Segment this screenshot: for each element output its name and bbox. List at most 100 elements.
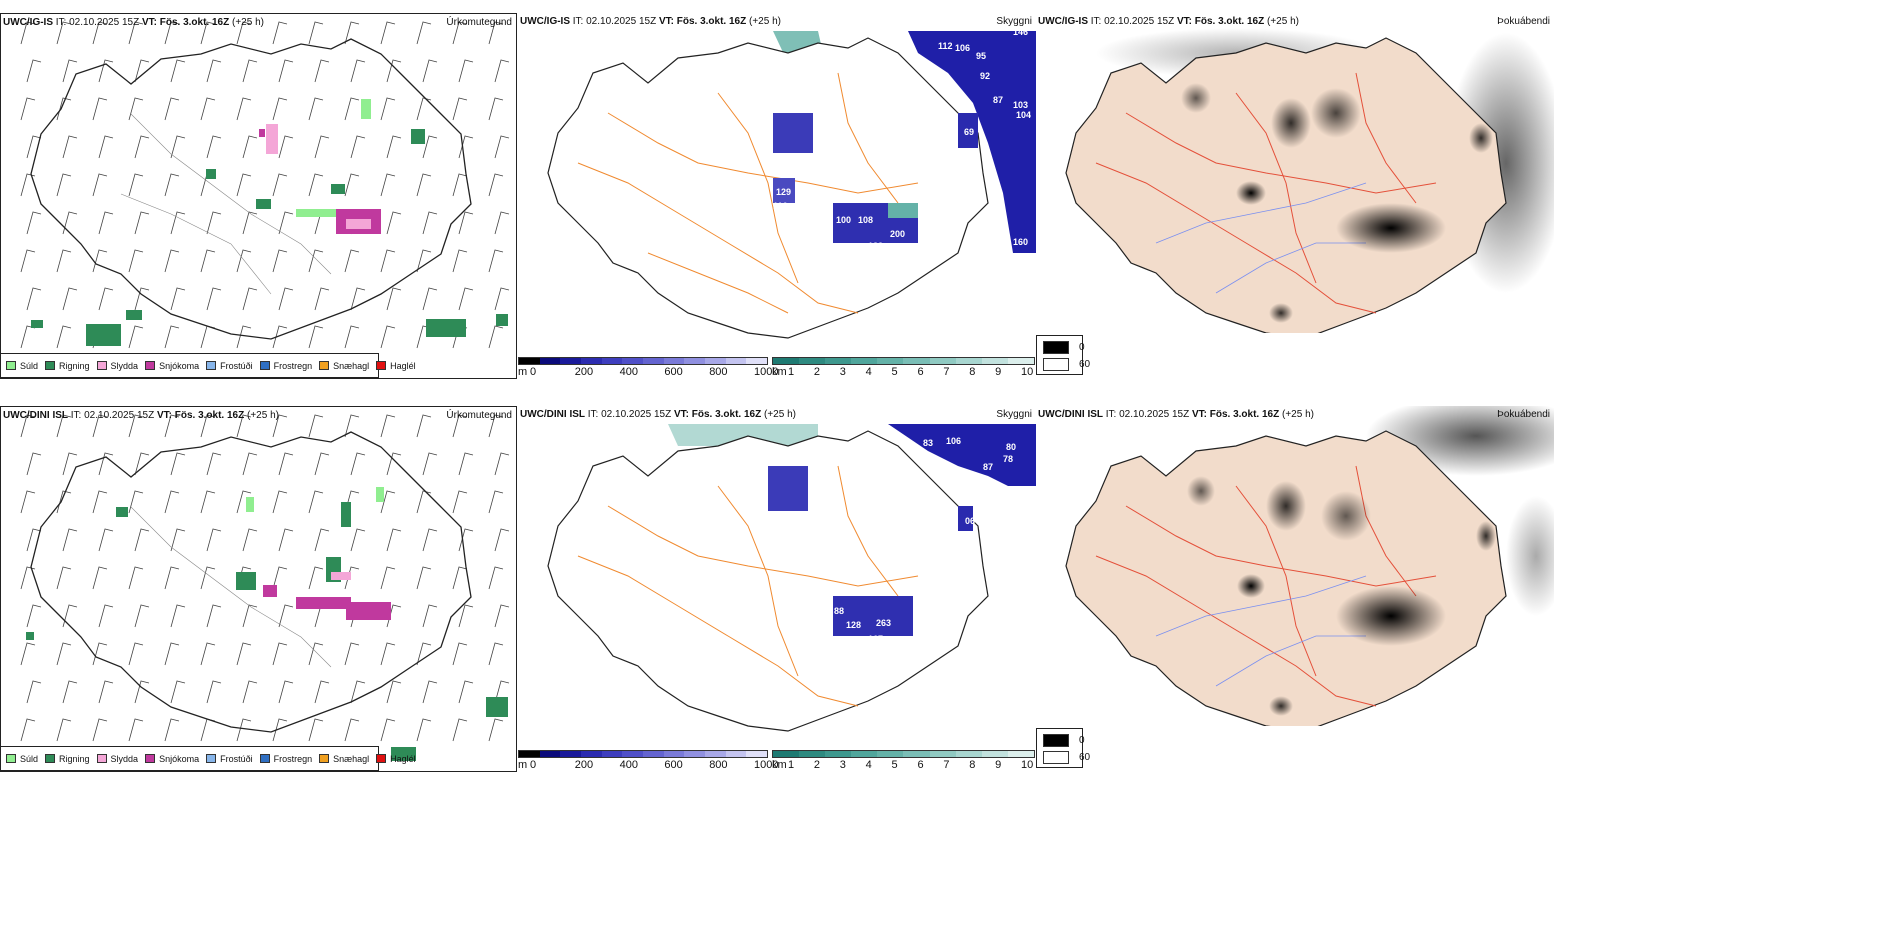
svg-text:160: 160 bbox=[1013, 237, 1028, 247]
colorbar-tick-label: 800 bbox=[709, 759, 728, 771]
legend-label: Frostúði bbox=[220, 753, 253, 764]
colorbar-segment bbox=[663, 358, 685, 364]
wind-barb bbox=[416, 566, 432, 590]
wind-barb bbox=[128, 490, 144, 514]
colorbar-segment bbox=[560, 751, 582, 757]
wind-barb bbox=[134, 680, 150, 704]
fog-map bbox=[1065, 28, 1554, 333]
wind-barb bbox=[416, 642, 432, 666]
colorbar-segment bbox=[519, 358, 540, 364]
visibility-panel-2: UWC/DINI ISL IT: 02.10.2025 15Z VT: Fös.… bbox=[518, 406, 1036, 772]
wind-barb bbox=[128, 566, 144, 590]
colorbar-segment bbox=[539, 751, 561, 757]
precip-legend-item: Slydda bbox=[96, 754, 138, 764]
colorbar-tick-label: 5 bbox=[891, 366, 898, 378]
wind-barb bbox=[344, 566, 360, 590]
svg-text:106: 106 bbox=[955, 43, 970, 53]
wind-barb bbox=[200, 414, 216, 438]
wind-barb bbox=[236, 173, 252, 197]
wind-barb bbox=[134, 604, 150, 628]
precip-legend-item: Snæhagl bbox=[319, 754, 369, 764]
wind-barb bbox=[488, 414, 504, 438]
wind-barb bbox=[170, 528, 186, 552]
precip-legend-item: Rigning bbox=[45, 361, 90, 371]
wind-barb bbox=[170, 452, 186, 476]
wind-barb bbox=[344, 642, 360, 666]
wind-barb bbox=[200, 566, 216, 590]
colorbar-segment bbox=[746, 751, 768, 757]
wind-barb bbox=[92, 249, 108, 273]
panel-title: UWC/IG-IS IT: 02.10.2025 15Z VT: Fös. 3.… bbox=[520, 16, 781, 27]
wind-barb bbox=[236, 490, 252, 514]
panel-title: UWC/DINI ISL IT: 02.10.2025 15Z VT: Fös.… bbox=[1038, 409, 1314, 420]
cloud-base-unit: m bbox=[518, 366, 528, 378]
wind-barb bbox=[92, 490, 108, 514]
colorbar-tick-label: 1 bbox=[788, 366, 795, 378]
panel-title: UWC/IG-IS IT: 02.10.2025 15Z VT: Fös. 3.… bbox=[1038, 16, 1299, 27]
wind-barb bbox=[206, 59, 222, 83]
precip-legend-item: Súld bbox=[6, 361, 38, 371]
wind-barb bbox=[134, 528, 150, 552]
wind-barb bbox=[56, 173, 72, 197]
wind-barb bbox=[314, 135, 330, 159]
visibility-unit: km bbox=[772, 366, 787, 378]
wind-barb bbox=[62, 59, 78, 83]
colorbar-segment bbox=[746, 358, 768, 364]
wind-barb bbox=[200, 97, 216, 121]
wind-barb bbox=[488, 718, 504, 742]
colorbar-segment bbox=[851, 358, 878, 364]
wind-barb bbox=[200, 249, 216, 273]
legend-label: Súld bbox=[20, 753, 39, 764]
legend-swatch bbox=[145, 754, 156, 763]
wind-barb bbox=[488, 566, 504, 590]
colorbar-segment bbox=[539, 358, 561, 364]
wind-barb bbox=[416, 718, 432, 742]
colorbar-tick-label: 3 bbox=[839, 759, 846, 771]
wind-barb bbox=[314, 59, 330, 83]
legend-label: Frostúði bbox=[220, 360, 253, 371]
legend-label: Haglél bbox=[390, 753, 416, 764]
wind-barb bbox=[20, 566, 36, 590]
wind-barb bbox=[416, 173, 432, 197]
svg-text:129: 129 bbox=[776, 187, 791, 197]
wind-barb bbox=[236, 642, 252, 666]
legend-label: Rigning bbox=[59, 360, 90, 371]
wind-barb bbox=[422, 135, 438, 159]
colorbar-segment bbox=[825, 358, 852, 364]
legend-label: Slydda bbox=[110, 360, 139, 371]
cloud-base-colorbar bbox=[518, 357, 768, 365]
colorbar-tick-label: 3 bbox=[839, 366, 846, 378]
wind-barb bbox=[170, 604, 186, 628]
svg-text:106: 106 bbox=[946, 436, 961, 446]
precip-map bbox=[20, 414, 510, 761]
wind-barb bbox=[272, 490, 288, 514]
wind-barb bbox=[314, 528, 330, 552]
colorbar-tick-label: 200 bbox=[574, 759, 594, 771]
svg-text:100: 100 bbox=[836, 215, 851, 225]
legend-label: Snæhagl bbox=[333, 753, 370, 764]
wind-barb bbox=[134, 59, 150, 83]
svg-text:22: 22 bbox=[813, 147, 823, 157]
wind-barb bbox=[242, 528, 258, 552]
wind-barb bbox=[386, 135, 402, 159]
wind-barb bbox=[380, 490, 396, 514]
colorbar-segment bbox=[684, 358, 706, 364]
precip-legend-item: Snæhagl bbox=[319, 361, 369, 371]
wind-barb bbox=[488, 642, 504, 666]
wind-barb bbox=[308, 414, 324, 438]
legend-label: Súld bbox=[20, 360, 39, 371]
colorbar-segment bbox=[877, 358, 904, 364]
wind-barb bbox=[278, 211, 294, 235]
panel-title: UWC/DINI ISL IT: 02.10.2025 15Z VT: Fös.… bbox=[3, 410, 279, 421]
colorbar-segment bbox=[663, 751, 685, 757]
svg-text:83: 83 bbox=[923, 438, 933, 448]
wind-barb bbox=[20, 97, 36, 121]
wind-barb bbox=[380, 325, 396, 349]
wind-barb bbox=[344, 414, 360, 438]
wind-barb bbox=[380, 642, 396, 666]
panel-title: UWC/DINI ISL IT: 02.10.2025 15Z VT: Fös.… bbox=[520, 409, 796, 420]
wind-barb bbox=[452, 97, 468, 121]
wind-barb bbox=[206, 452, 222, 476]
wind-barb bbox=[56, 490, 72, 514]
wind-barb bbox=[350, 680, 366, 704]
